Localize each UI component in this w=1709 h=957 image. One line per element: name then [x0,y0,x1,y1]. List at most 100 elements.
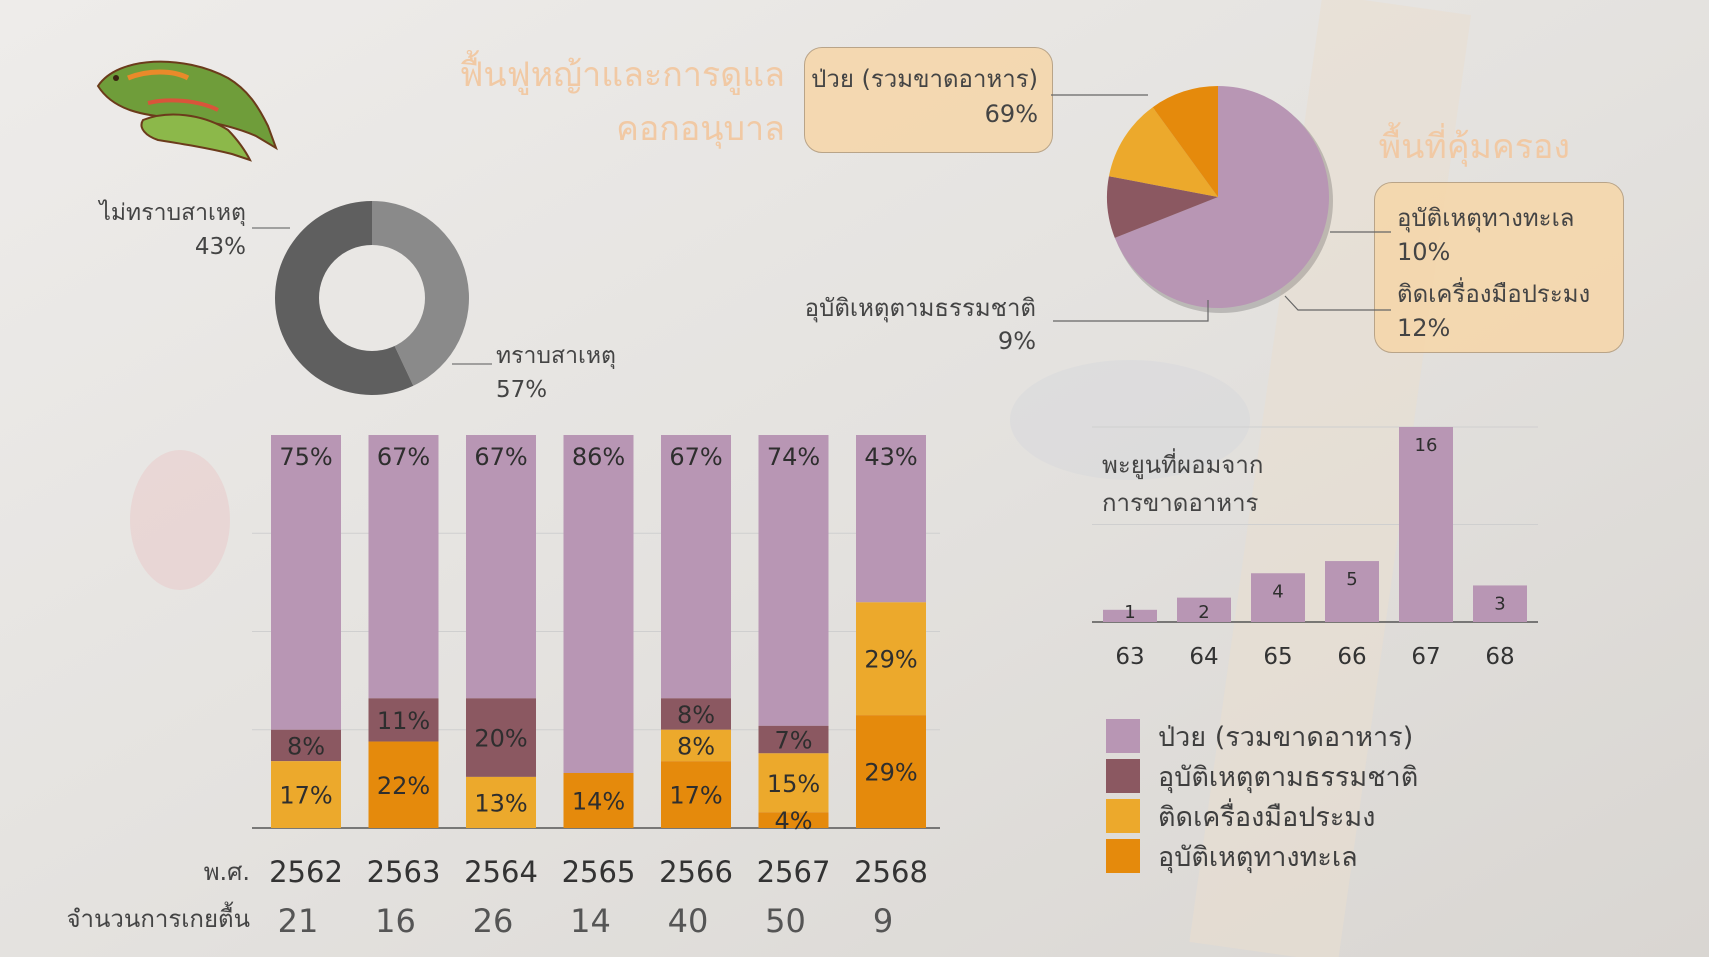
donut-unknown-pct: 43% [194,234,246,260]
bar-2564-seg-0 [466,435,536,699]
legend-swatch-marine [1106,839,1140,873]
bar-label-2567-2: 15% [767,770,820,798]
bar-label-2566-3: 17% [669,782,722,810]
natural-callout-pct: 9% [997,327,1036,355]
donut-known-pct: 57% [496,377,548,403]
year-tick-2562: 2562 [269,855,343,889]
legend-swatch-natural [1106,759,1140,793]
count-tick-2562: 21 [278,902,319,940]
bar-2565-seg-3 [563,772,634,828]
small-bar-value-68: 3 [1494,593,1505,614]
legend-label-marine: อุบัติเหตุทางทะเล [1158,841,1358,873]
bar-2568-seg-2 [856,602,926,716]
count-tick-2564: 26 [473,902,514,940]
donut-unknown-label: ไม่ทราบสาเหตุ [99,200,246,226]
bar-2564-seg-2 [466,776,536,828]
gear-callout-label: ติดเครื่องมือประมง [1397,280,1591,308]
bar-label-2568-2: 29% [864,646,917,674]
bar-2567-seg-2 [758,753,829,813]
restore-title-line1: ฟื้นฟูหญ้าและการดูแล [459,55,785,95]
year-tick-2567: 2567 [757,855,831,889]
pie-slice-2 [1108,107,1218,197]
year-tick-2566: 2566 [659,855,733,889]
year-tick-2565: 2565 [562,855,636,889]
sick-callout: ป่วย (รวมขาดอาหาร) 69% [804,47,1053,153]
year-axis-prefix: พ.ศ. [203,858,250,886]
bar-2567-seg-0 [758,435,829,726]
bar-label-2568-0: 43% [864,443,917,471]
small-bar-63 [1103,609,1157,622]
dugong-logo [96,60,278,162]
marine-callout-pct: 10% [1397,238,1451,266]
bar-label-2562-2: 17% [279,782,332,810]
count-tick-2565: 14 [570,902,611,940]
small-bar-66 [1325,561,1379,622]
restore-title-line2: คอกอนุบาล [616,109,785,149]
legend-label-natural: อุบัติเหตุตามธรรมชาติ [1158,761,1419,793]
year-tick-2568: 2568 [854,855,928,889]
bar-label-2568-3: 29% [864,759,917,787]
donut-hole [319,245,425,351]
small-bar-value-67: 16 [1415,435,1438,456]
protected-title: พื้นที่คุ้มครอง [1378,127,1570,167]
bar-label-2562-1: 8% [287,732,325,760]
bar-label-2564-1: 20% [474,725,527,753]
bar-2562-seg-2 [271,761,341,828]
small-bar-64 [1177,597,1231,622]
bar-2562-seg-0 [271,435,341,730]
bar-label-2563-0: 67% [377,443,430,471]
bar-2568-seg-0 [856,435,926,603]
legend-swatch-sick [1106,719,1140,753]
small-tick-66: 66 [1337,644,1366,670]
bar-label-2565-3: 14% [572,787,625,815]
bar-label-2566-1: 8% [677,701,715,729]
legend-label-gear: ติดเครื่องมือประมง [1158,801,1376,833]
small-bar-67 [1399,427,1453,622]
small-tick-63: 63 [1115,644,1144,670]
legend-label-sick: ป่วย (รวมขาดอาหาร) [1158,721,1414,753]
small-bar-68 [1473,585,1527,622]
pie-gear-leader [1284,295,1391,311]
count-tick-2566: 40 [668,902,709,940]
pie-slice-0 [1114,85,1330,308]
pie-slice-3 [1152,86,1218,197]
legend-item-natural: อุบัติเหตุตามธรรมชาติ [1106,758,1418,794]
small-chart-title-line2: การขาดอาหาร [1102,489,1259,517]
bar-2564-seg-1 [466,698,536,777]
gear-callout-pct: 12% [1397,314,1451,342]
small-bar-value-66: 5 [1346,569,1357,590]
bar-label-2566-0: 67% [669,443,722,471]
small-bar-value-64: 2 [1198,602,1209,623]
small-bar-65 [1251,573,1305,622]
sick-callout-pct: 69% [984,100,1038,128]
bar-label-2563-1: 11% [377,707,430,735]
bar-label-2564-0: 67% [474,443,527,471]
bar-2563-seg-3 [368,741,439,828]
bar-2566-seg-1 [661,698,731,730]
pie-natural-leader [1053,300,1209,322]
small-tick-64: 64 [1189,644,1218,670]
bar-2568-seg-3 [856,715,926,828]
bar-label-2567-1: 7% [774,727,812,755]
bar-2562-seg-1 [271,729,341,762]
donut-known-label: ทราบสาเหตุ [496,343,616,369]
year-tick-2563: 2563 [367,855,441,889]
bar-2563-seg-1 [368,698,439,742]
small-tick-67: 67 [1411,644,1440,670]
bar-2563-seg-0 [368,435,439,699]
bar-2566-seg-2 [661,729,731,762]
bar-2566-seg-0 [661,435,731,699]
natural-callout-label: อุบัติเหตุตามธรรมชาติ [804,294,1036,322]
small-bar-value-65: 4 [1272,581,1283,602]
bar-label-2566-2: 8% [677,732,715,760]
marine-gear-callout: อุบัติเหตุทางทะเล 10% ติดเครื่องมือประมง… [1374,182,1624,353]
bar-2567-seg-3 [758,812,829,828]
sick-callout-label: ป่วย (รวมขาดอาหาร) [811,65,1038,93]
small-chart-title-line1: พะยูนที่ผอมจาก [1102,451,1264,479]
pie-slice-1 [1107,176,1218,238]
marine-callout-label: อุบัติเหตุทางทะเล [1397,204,1575,232]
